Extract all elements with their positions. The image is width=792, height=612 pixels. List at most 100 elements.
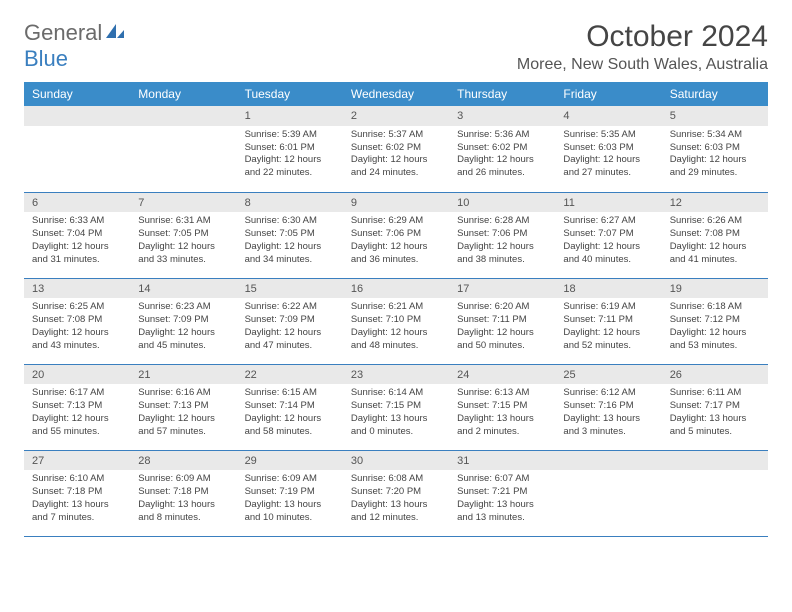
daylight-text: Daylight: 12 hours and 41 minutes. — [670, 241, 760, 267]
day-body: Sunrise: 6:10 AMSunset: 7:18 PMDaylight:… — [24, 470, 130, 528]
sunrise-text: Sunrise: 6:14 AM — [351, 387, 441, 400]
sunrise-text: Sunrise: 6:12 AM — [563, 387, 653, 400]
day-number: 2 — [343, 106, 449, 126]
day-number: 3 — [449, 106, 555, 126]
day-body: Sunrise: 6:31 AMSunset: 7:05 PMDaylight:… — [130, 212, 236, 270]
day-body: Sunrise: 6:11 AMSunset: 7:17 PMDaylight:… — [662, 384, 768, 442]
day-number: 17 — [449, 279, 555, 299]
calendar-cell: 15Sunrise: 6:22 AMSunset: 7:09 PMDayligh… — [237, 278, 343, 364]
day-number: 19 — [662, 279, 768, 299]
sunrise-text: Sunrise: 5:34 AM — [670, 129, 760, 142]
day-number: 29 — [237, 451, 343, 471]
calendar-cell: 24Sunrise: 6:13 AMSunset: 7:15 PMDayligh… — [449, 364, 555, 450]
calendar-cell — [662, 450, 768, 536]
daylight-text: Daylight: 12 hours and 38 minutes. — [457, 241, 547, 267]
daylight-text: Daylight: 12 hours and 34 minutes. — [245, 241, 335, 267]
calendar-cell: 22Sunrise: 6:15 AMSunset: 7:14 PMDayligh… — [237, 364, 343, 450]
calendar-cell: 7Sunrise: 6:31 AMSunset: 7:05 PMDaylight… — [130, 192, 236, 278]
sunset-text: Sunset: 7:13 PM — [32, 400, 122, 413]
day-number — [662, 451, 768, 471]
day-number: 25 — [555, 365, 661, 385]
sunset-text: Sunset: 7:14 PM — [245, 400, 335, 413]
day-number: 8 — [237, 193, 343, 213]
day-body: Sunrise: 6:20 AMSunset: 7:11 PMDaylight:… — [449, 298, 555, 356]
calendar-cell: 14Sunrise: 6:23 AMSunset: 7:09 PMDayligh… — [130, 278, 236, 364]
day-number — [555, 451, 661, 471]
sunset-text: Sunset: 7:15 PM — [351, 400, 441, 413]
day-body: Sunrise: 5:34 AMSunset: 6:03 PMDaylight:… — [662, 126, 768, 184]
daylight-text: Daylight: 13 hours and 10 minutes. — [245, 499, 335, 525]
day-number: 5 — [662, 106, 768, 126]
sunrise-text: Sunrise: 6:31 AM — [138, 215, 228, 228]
calendar-cell: 2Sunrise: 5:37 AMSunset: 6:02 PMDaylight… — [343, 106, 449, 192]
calendar-week: 20Sunrise: 6:17 AMSunset: 7:13 PMDayligh… — [24, 364, 768, 450]
title-block: October 2024 Moree, New South Wales, Aus… — [517, 20, 768, 74]
sunset-text: Sunset: 7:21 PM — [457, 486, 547, 499]
sunset-text: Sunset: 7:17 PM — [670, 400, 760, 413]
day-body: Sunrise: 6:30 AMSunset: 7:05 PMDaylight:… — [237, 212, 343, 270]
sunset-text: Sunset: 7:07 PM — [563, 228, 653, 241]
sunrise-text: Sunrise: 6:18 AM — [670, 301, 760, 314]
day-number: 12 — [662, 193, 768, 213]
day-number: 10 — [449, 193, 555, 213]
day-number: 26 — [662, 365, 768, 385]
day-number: 30 — [343, 451, 449, 471]
sunset-text: Sunset: 7:16 PM — [563, 400, 653, 413]
sunrise-text: Sunrise: 6:33 AM — [32, 215, 122, 228]
daylight-text: Daylight: 12 hours and 53 minutes. — [670, 327, 760, 353]
sunset-text: Sunset: 7:19 PM — [245, 486, 335, 499]
daylight-text: Daylight: 12 hours and 31 minutes. — [32, 241, 122, 267]
sunrise-text: Sunrise: 6:09 AM — [138, 473, 228, 486]
day-body: Sunrise: 6:21 AMSunset: 7:10 PMDaylight:… — [343, 298, 449, 356]
daylight-text: Daylight: 12 hours and 52 minutes. — [563, 327, 653, 353]
weekday-header: Sunday — [24, 82, 130, 106]
calendar-cell: 27Sunrise: 6:10 AMSunset: 7:18 PMDayligh… — [24, 450, 130, 536]
sunrise-text: Sunrise: 6:25 AM — [32, 301, 122, 314]
header: General Blue October 2024 Moree, New Sou… — [24, 20, 768, 74]
weekday-header: Monday — [130, 82, 236, 106]
day-number: 6 — [24, 193, 130, 213]
day-body: Sunrise: 6:19 AMSunset: 7:11 PMDaylight:… — [555, 298, 661, 356]
sunrise-text: Sunrise: 5:39 AM — [245, 129, 335, 142]
daylight-text: Daylight: 13 hours and 5 minutes. — [670, 413, 760, 439]
sunset-text: Sunset: 7:11 PM — [457, 314, 547, 327]
calendar-cell: 29Sunrise: 6:09 AMSunset: 7:19 PMDayligh… — [237, 450, 343, 536]
sail-icon — [104, 20, 126, 46]
logo-general: General — [24, 20, 102, 45]
daylight-text: Daylight: 12 hours and 57 minutes. — [138, 413, 228, 439]
sunrise-text: Sunrise: 6:08 AM — [351, 473, 441, 486]
sunrise-text: Sunrise: 6:22 AM — [245, 301, 335, 314]
sunrise-text: Sunrise: 6:13 AM — [457, 387, 547, 400]
day-number: 28 — [130, 451, 236, 471]
calendar-cell: 10Sunrise: 6:28 AMSunset: 7:06 PMDayligh… — [449, 192, 555, 278]
day-body: Sunrise: 5:39 AMSunset: 6:01 PMDaylight:… — [237, 126, 343, 184]
daylight-text: Daylight: 12 hours and 26 minutes. — [457, 154, 547, 180]
day-body: Sunrise: 6:27 AMSunset: 7:07 PMDaylight:… — [555, 212, 661, 270]
sunset-text: Sunset: 7:09 PM — [138, 314, 228, 327]
day-number: 4 — [555, 106, 661, 126]
sunrise-text: Sunrise: 6:30 AM — [245, 215, 335, 228]
day-number: 22 — [237, 365, 343, 385]
day-number: 24 — [449, 365, 555, 385]
calendar-cell: 11Sunrise: 6:27 AMSunset: 7:07 PMDayligh… — [555, 192, 661, 278]
sunrise-text: Sunrise: 6:21 AM — [351, 301, 441, 314]
daylight-text: Daylight: 13 hours and 8 minutes. — [138, 499, 228, 525]
calendar-cell: 28Sunrise: 6:09 AMSunset: 7:18 PMDayligh… — [130, 450, 236, 536]
calendar-table: Sunday Monday Tuesday Wednesday Thursday… — [24, 82, 768, 537]
day-number: 18 — [555, 279, 661, 299]
sunset-text: Sunset: 7:20 PM — [351, 486, 441, 499]
calendar-cell: 5Sunrise: 5:34 AMSunset: 6:03 PMDaylight… — [662, 106, 768, 192]
day-number: 13 — [24, 279, 130, 299]
daylight-text: Daylight: 12 hours and 45 minutes. — [138, 327, 228, 353]
day-number: 9 — [343, 193, 449, 213]
logo: General Blue — [24, 20, 126, 72]
calendar-cell: 13Sunrise: 6:25 AMSunset: 7:08 PMDayligh… — [24, 278, 130, 364]
daylight-text: Daylight: 13 hours and 2 minutes. — [457, 413, 547, 439]
sunset-text: Sunset: 7:18 PM — [32, 486, 122, 499]
sunset-text: Sunset: 7:10 PM — [351, 314, 441, 327]
daylight-text: Daylight: 12 hours and 48 minutes. — [351, 327, 441, 353]
day-body: Sunrise: 6:23 AMSunset: 7:09 PMDaylight:… — [130, 298, 236, 356]
sunrise-text: Sunrise: 6:17 AM — [32, 387, 122, 400]
daylight-text: Daylight: 12 hours and 40 minutes. — [563, 241, 653, 267]
calendar-cell: 17Sunrise: 6:20 AMSunset: 7:11 PMDayligh… — [449, 278, 555, 364]
